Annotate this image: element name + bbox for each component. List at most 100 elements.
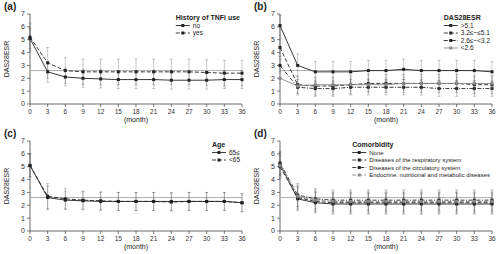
marker [402, 82, 405, 85]
error-bar-cap [296, 79, 299, 80]
error-bar-cap [438, 213, 441, 214]
error-bar-stem [118, 59, 119, 85]
error-bar-cap [491, 213, 494, 214]
legend-marker [358, 174, 361, 177]
legend-swatch [212, 152, 226, 153]
legend-entry: 65≤ [229, 149, 240, 156]
x-tick-label: 3 [46, 108, 50, 115]
marker [241, 201, 244, 204]
marker [349, 83, 352, 86]
x-tick-label: 30 [453, 235, 461, 242]
error-bar-cap [241, 211, 244, 212]
error-bar [99, 59, 102, 85]
error-bar-cap [473, 213, 476, 214]
y-tick [27, 141, 30, 142]
error-bar-cap [99, 191, 102, 192]
y-tick [27, 26, 30, 27]
legend-entry: 3.2≤~≤5.1 [461, 29, 490, 36]
error-bar-cap [367, 189, 370, 190]
error-bar-cap [29, 177, 32, 178]
error-bar-cap [223, 192, 226, 193]
error-bar-cap [367, 95, 370, 96]
error-bar-cap [296, 79, 299, 80]
error-bar-cap [223, 88, 226, 89]
error-bar-stem [280, 154, 281, 177]
error-bar [188, 192, 191, 210]
error-bar [99, 192, 102, 210]
error-bar [296, 54, 299, 77]
error-bar-cap [296, 210, 299, 211]
marker [117, 70, 120, 73]
legend-entry: no [193, 22, 201, 29]
legend-swatch [352, 152, 366, 153]
error-bar-cap [349, 211, 352, 212]
error-bar-cap [455, 89, 458, 90]
y-tick [277, 179, 280, 180]
error-bar [241, 60, 244, 86]
x-tick-label: 12 [347, 235, 355, 242]
error-bar-stem [280, 73, 281, 83]
x-tick-label: 12 [97, 108, 105, 115]
error-bar-cap [332, 213, 335, 214]
error-bar [367, 191, 370, 212]
error-bar-cap [241, 86, 244, 87]
marker [223, 72, 226, 75]
error-bar-stem [368, 78, 369, 91]
x-tick-label: 9 [331, 235, 335, 242]
marker [420, 82, 423, 85]
error-bar-stem [439, 74, 440, 92]
error-bar-stem [100, 192, 101, 210]
error-bar-stem [100, 59, 101, 85]
error-bar-stem [206, 60, 207, 86]
marker [135, 200, 138, 203]
error-bar-cap [170, 192, 173, 193]
error-bar [332, 191, 335, 212]
error-bar-cap [46, 82, 49, 83]
marker [64, 197, 67, 200]
error-bar [170, 59, 173, 85]
legend-marker [358, 151, 361, 154]
error-bar-stem [189, 192, 190, 210]
error-bar-cap [296, 75, 299, 76]
legend-entry: Endocrine, nutritional and metabolic dis… [369, 172, 490, 178]
series-line [30, 165, 242, 202]
error-bar-cap [420, 191, 423, 192]
error-bar-cap [205, 59, 208, 60]
marker [82, 70, 85, 73]
error-bar-cap [296, 92, 299, 93]
marker [385, 83, 388, 86]
error-bar-stem [171, 59, 172, 85]
error-bar [117, 59, 120, 85]
error-bar-cap [135, 210, 138, 211]
panel-label: (a) [4, 1, 16, 12]
marker [99, 70, 102, 73]
x-tick-label: 12 [97, 235, 105, 242]
y-tick-label: 1 [271, 215, 275, 222]
error-bar-cap [279, 35, 282, 36]
y-tick-label: 5 [271, 163, 275, 170]
error-bar-stem [280, 38, 281, 56]
error-bar [455, 191, 458, 212]
error-bar-cap [349, 213, 352, 214]
error-bar [332, 78, 335, 91]
y-tick [277, 14, 280, 15]
error-bar [152, 192, 155, 210]
y-tick-label: 5 [271, 36, 275, 43]
error-bar-cap [491, 189, 494, 190]
error-bar-cap [491, 191, 494, 192]
plot-area [29, 154, 244, 212]
error-bar-cap [402, 59, 405, 60]
marker [46, 195, 49, 198]
x-tick-label: 33 [471, 235, 479, 242]
error-bar-cap [29, 177, 32, 178]
y-axis-label: DAS28ESR [3, 41, 10, 78]
x-tick-label: 30 [453, 108, 461, 115]
legend-swatch [176, 33, 190, 34]
y-tick-label: 6 [21, 23, 25, 30]
y-tick-label: 0 [21, 227, 25, 234]
error-bar-cap [117, 84, 120, 85]
panel: (a)012345670369121518212427303336(month)… [3, 1, 246, 124]
x-axis-label: (month) [124, 243, 148, 251]
x-tick-label: 24 [168, 108, 176, 115]
error-bar [385, 78, 388, 91]
